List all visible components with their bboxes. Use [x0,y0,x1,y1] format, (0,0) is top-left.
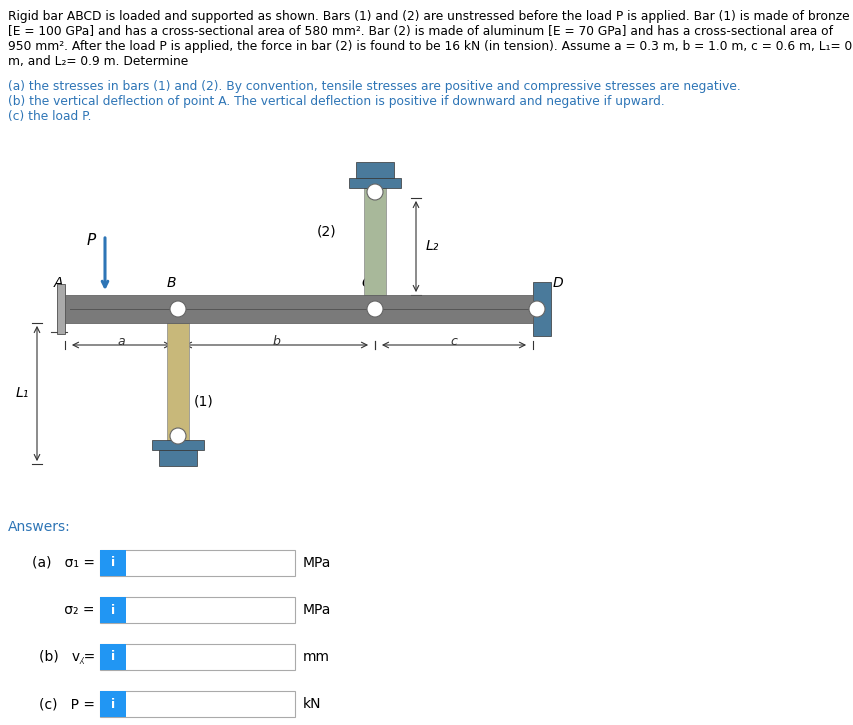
Bar [159,450,197,466]
Text: Answers:: Answers: [8,520,71,534]
Text: 950 mm². After the load P is applied, the force in bar (2) is found to be 16 kN : 950 mm². After the load P is applied, th… [8,40,853,53]
Circle shape [170,301,186,317]
Bar [100,691,294,717]
Text: L₂: L₂ [426,239,438,253]
Bar [167,323,189,440]
Text: (a) the stresses in bars (1) and (2). By convention, tensile stresses are positi: (a) the stresses in bars (1) and (2). By… [8,80,740,93]
Text: D: D [553,276,563,290]
Text: B: B [166,276,176,290]
Text: A: A [54,276,63,290]
Text: P: P [87,233,96,248]
Text: kN: kN [303,697,321,711]
Text: σ₂ =: σ₂ = [38,603,95,617]
Circle shape [367,301,382,317]
Bar [152,440,204,450]
Text: (c)   P =: (c) P = [39,697,95,711]
Text: m, and L₂= 0.9 m. Determine: m, and L₂= 0.9 m. Determine [8,55,188,68]
Text: (b) the vertical deflection of point A. The vertical deflection is positive if d: (b) the vertical deflection of point A. … [8,95,664,108]
Text: L₁: L₁ [15,386,29,400]
Circle shape [367,184,382,200]
Bar [100,597,126,623]
Bar [65,295,532,323]
Circle shape [528,301,544,317]
Text: [E = 100 GPa] and has a cross-sectional area of 580 mm². Bar (2) is made of alum: [E = 100 GPa] and has a cross-sectional … [8,25,832,38]
Bar [356,162,393,178]
Bar [57,284,65,334]
Text: c: c [450,335,457,348]
Bar [100,644,126,670]
Text: b: b [272,335,280,348]
Text: a: a [118,335,125,348]
Text: Rigid bar ABCD is loaded and supported as shown. Bars (1) and (2) are unstressed: Rigid bar ABCD is loaded and supported a… [8,10,849,23]
Circle shape [170,428,186,444]
Bar [100,550,294,576]
Bar [100,597,294,623]
Text: i: i [111,697,115,710]
Bar [100,691,126,717]
Text: i: i [111,650,115,663]
Text: (a)   σ₁ =: (a) σ₁ = [32,556,95,570]
Text: (2): (2) [316,224,335,238]
Text: (1): (1) [194,394,213,408]
Text: i: i [111,603,115,616]
Bar [532,282,550,336]
Bar [100,550,126,576]
Text: mm: mm [303,650,329,664]
Text: (b)   v⁁=: (b) v⁁= [38,650,95,664]
Text: MPa: MPa [303,556,331,570]
Bar [349,178,401,188]
Bar [100,644,294,670]
Text: i: i [111,557,115,570]
Bar [363,188,386,295]
Text: C: C [361,276,370,290]
Text: MPa: MPa [303,603,331,617]
Text: (c) the load P.: (c) the load P. [8,110,91,123]
